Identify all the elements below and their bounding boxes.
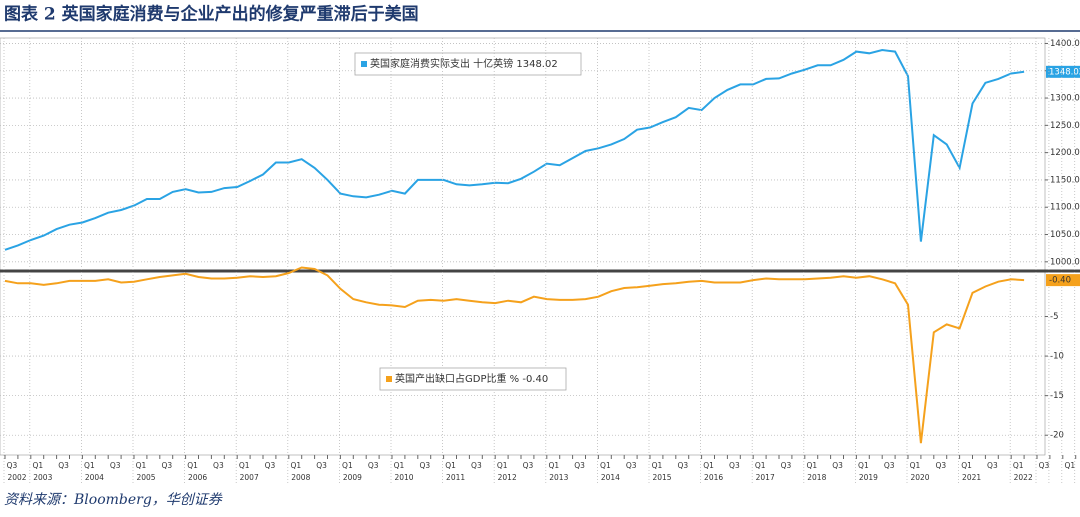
legend-swatch	[386, 376, 392, 382]
y-tick-label: 1250.00	[1050, 121, 1080, 131]
x-tick-label: Q1	[1064, 461, 1075, 470]
x-tick-label: Q1	[497, 461, 508, 470]
x-year-label: 2019	[859, 473, 878, 482]
x-tick-label: Q1	[652, 461, 663, 470]
legend-swatch	[361, 61, 367, 67]
x-tick-label: Q1	[84, 461, 95, 470]
legend-box	[354, 52, 582, 76]
y-tick-label: 1300.00	[1050, 94, 1080, 104]
x-tick-label: Q3	[213, 461, 224, 470]
x-year-label: 2014	[601, 473, 620, 482]
x-tick-label: Q3	[471, 461, 482, 470]
x-year-label: 2008	[291, 473, 310, 482]
x-tick-label: Q3	[729, 461, 740, 470]
y-tick-label: -20	[1050, 431, 1064, 441]
y-tick-label: -5	[1050, 312, 1058, 322]
x-tick-label: Q1	[1013, 461, 1024, 470]
x-tick-label: Q3	[161, 461, 172, 470]
x-tick-label: Q3	[1039, 461, 1050, 470]
source-note: 资料来源：Bloomberg，华创证券	[4, 492, 223, 508]
x-tick-label: Q3	[316, 461, 327, 470]
x-year-label: 2010	[394, 473, 413, 482]
x-year-label: 2013	[549, 473, 568, 482]
x-tick-label: Q3	[987, 461, 998, 470]
x-tick-label: Q1	[136, 461, 147, 470]
x-year-label: 2004	[85, 473, 104, 482]
x-tick-label: Q1	[600, 461, 611, 470]
x-tick-label: Q1	[394, 461, 405, 470]
x-year-label: 2012	[498, 473, 517, 482]
x-year-label: 2011	[446, 473, 465, 482]
x-year-label: 2006	[188, 473, 207, 482]
x-tick-label: Q1	[32, 461, 43, 470]
x-tick-label: Q3	[832, 461, 843, 470]
x-year-label: 2009	[343, 473, 362, 482]
x-tick-label: Q3	[574, 461, 585, 470]
x-tick-label: Q3	[523, 461, 534, 470]
x-year-label: 2020	[910, 473, 929, 482]
x-tick-label: Q1	[806, 461, 817, 470]
x-tick-label: Q3	[58, 461, 69, 470]
legend-label: 英国家庭消费实际支出 十亿英镑 1348.02	[370, 57, 558, 70]
x-tick-label: Q3	[265, 461, 276, 470]
x-year-label: 2016	[704, 473, 723, 482]
x-tick-label: Q3	[7, 461, 18, 470]
x-tick-label: Q3	[110, 461, 121, 470]
x-tick-label: Q1	[342, 461, 353, 470]
x-year-label: 2007	[240, 473, 259, 482]
value-tag	[1046, 65, 1080, 78]
x-tick-label: Q1	[961, 461, 972, 470]
y-tick-label: 1400.00	[1050, 39, 1080, 49]
y-tick-label: 1100.00	[1050, 203, 1080, 213]
x-tick-label: Q1	[290, 461, 301, 470]
x-tick-label: Q3	[781, 461, 792, 470]
x-tick-label: Q1	[910, 461, 921, 470]
value-tag-label: 1348.02	[1049, 67, 1080, 77]
y-tick-label: 1050.00	[1050, 230, 1080, 240]
y-tick-label: 1000.00	[1050, 257, 1080, 267]
x-year-label: 2022	[1014, 473, 1033, 482]
x-tick-label: Q3	[935, 461, 946, 470]
y-tick-label: -15	[1050, 391, 1064, 401]
y-tick-label: 1150.00	[1050, 175, 1080, 185]
x-tick-label: Q3	[884, 461, 895, 470]
chart-title: 图表 2 英国家庭消费与企业产出的修复严重滞后于美国	[4, 4, 419, 25]
legend-label: 英国产出缺口占GDP比重 % -0.40	[395, 372, 548, 385]
x-tick-label: Q1	[548, 461, 559, 470]
series-line	[4, 48, 1025, 251]
value-tag-label: -0.40	[1049, 276, 1071, 286]
x-year-label: 2017	[756, 473, 775, 482]
series-line	[4, 266, 1025, 444]
x-year-label: 2015	[652, 473, 671, 482]
x-year-label: 2005	[136, 473, 155, 482]
x-year-label: 2018	[807, 473, 826, 482]
x-tick-label: Q1	[858, 461, 869, 470]
x-tick-label: Q1	[755, 461, 766, 470]
x-tick-label: Q1	[187, 461, 198, 470]
y-tick-label: 1200.00	[1050, 148, 1080, 158]
value-tag	[1046, 274, 1080, 287]
x-tick-label: Q1	[703, 461, 714, 470]
x-tick-label: Q1	[445, 461, 456, 470]
x-year-label: 2003	[33, 473, 52, 482]
x-tick-label: Q3	[677, 461, 688, 470]
x-tick-label: Q3	[626, 461, 637, 470]
x-tick-label: Q3	[368, 461, 379, 470]
x-year-label: 2021	[962, 473, 981, 482]
legend-box	[379, 367, 567, 391]
x-year-label: 2002	[7, 473, 26, 482]
x-tick-label: Q1	[239, 461, 250, 470]
x-tick-label: Q3	[419, 461, 430, 470]
plot-frame	[0, 37, 1046, 456]
y-tick-label: -10	[1050, 352, 1064, 362]
